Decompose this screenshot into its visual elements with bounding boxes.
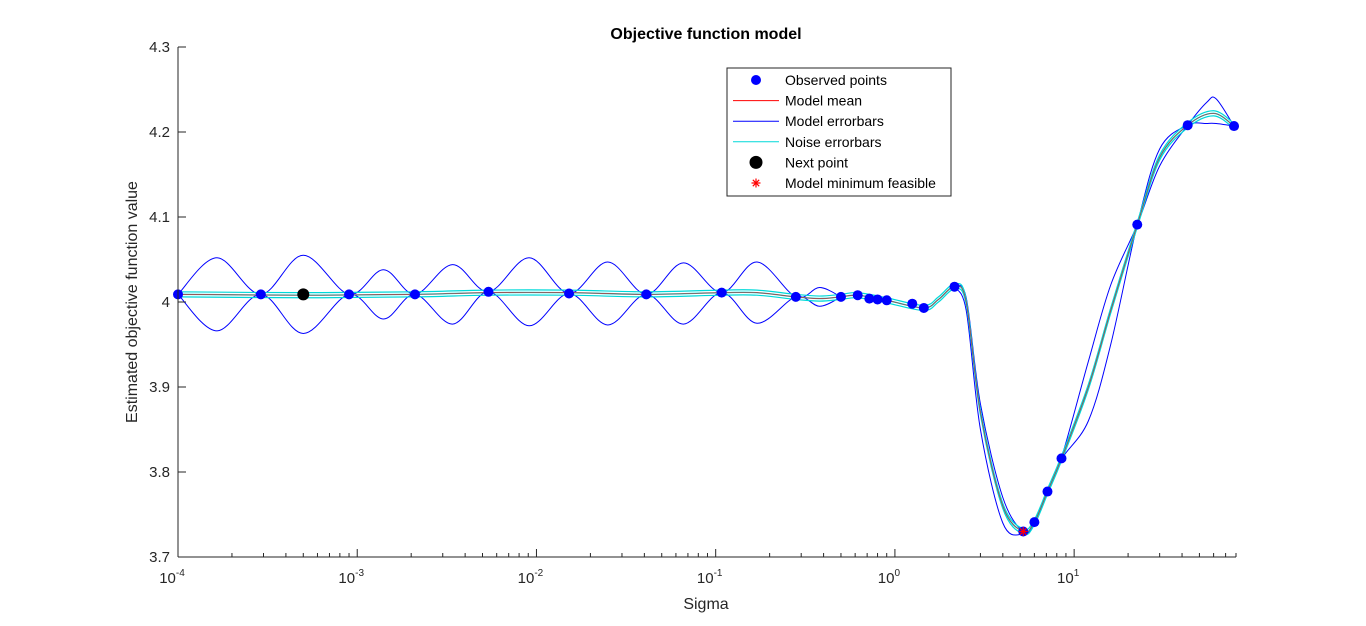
observed-point [1182,120,1193,131]
x-tick-label: 10-1 [697,568,723,587]
chart-title: Objective function model [610,26,801,43]
observed-point [790,291,801,302]
y-axis-label: Estimated objective function value [124,181,141,423]
observed-point [864,293,875,304]
legend-item: Noise errorbars [733,134,881,150]
x-axis-label: Sigma [683,596,728,613]
legend-label: Noise errorbars [785,134,881,150]
legend: Observed points Model mean Model errorbars… [726,67,952,197]
plot-lines [177,96,1235,536]
observed-point [1132,219,1143,230]
observed-point [881,295,892,306]
observed-point [1042,486,1053,497]
observed-point [1029,517,1040,528]
x-tick-label: 10-4 [159,568,185,587]
y-tick-label: 3.8 [149,464,170,481]
noise-errorbar-center-line [177,112,1235,533]
legend-asterisk-stroke [752,179,760,187]
y-tick-label: 3.9 [149,379,170,396]
observed-point [483,286,494,297]
noise-errorbar-upper-line [177,110,1235,531]
x-tick-label: 10-2 [518,568,544,587]
next-point-marker [297,288,310,301]
observed-point [918,302,929,313]
legend-item: Model errorbars [733,113,884,129]
observed-point [255,289,266,300]
legend-label: Model mean [785,93,862,109]
model-errorbar-lower-line [177,291,842,334]
observed-point [344,289,355,300]
observed-point [564,288,575,299]
observed-point [907,298,918,309]
axes: 3.7 3.8 3.9 4 4.1 4.2 4.3 10-4 10-3 10-2 10-1 100 10… [149,39,1237,587]
model-errorbar-upper-tail-line [954,96,1235,534]
legend-item: Observed points [751,72,887,88]
legend-item: Model minimum feasible [751,175,936,191]
observed-point [872,294,883,305]
model-errorbar-lower-tail-line [954,122,1235,536]
legend-marker-swatch [751,75,761,85]
model-minimum-marker [1018,527,1028,536]
model-mean-line [177,112,1235,533]
legend-marker-swatch [749,155,763,169]
x-tick-label: 10-3 [338,568,364,587]
legend-item: Next point [749,154,848,170]
legend-box [726,67,952,197]
plot-points [173,120,1240,537]
y-tick-label: 4.2 [149,124,170,141]
y-tick-label: 3.7 [149,549,170,566]
legend-label: Model errorbars [785,113,884,129]
y-tick-label: 4 [162,294,170,311]
legend-item: Model mean [733,93,862,109]
model-errorbar-upper-line [177,254,842,299]
observed-point [409,289,420,300]
noise-errorbar-lower-line [177,115,1235,536]
y-tick-label: 4.3 [149,39,170,56]
observed-point [835,291,846,302]
observed-point [852,290,863,301]
observed-point [1229,121,1240,132]
observed-point [716,287,727,298]
legend-label: Observed points [785,72,887,88]
y-tick-label: 4.1 [149,209,170,226]
observed-point [1056,453,1067,464]
asterisk-stroke [1019,527,1027,536]
observed-point [641,289,652,300]
legend-label: Next point [785,154,848,170]
x-tick-label: 101 [1057,568,1080,587]
observed-point [949,281,960,292]
legend-label: Model minimum feasible [785,175,936,191]
x-tick-label: 100 [878,568,901,587]
